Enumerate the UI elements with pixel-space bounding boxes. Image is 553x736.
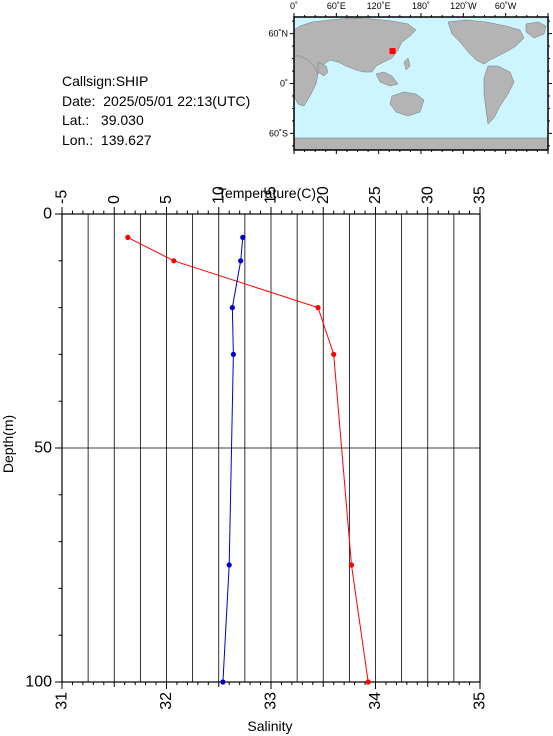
date-text: Date: 2025/05/01 22:13(UTC) <box>62 92 251 109</box>
map-longitude-labels: 0˚ 60˚E 120˚E 180˚ 120˚W 60˚W <box>290 1 517 11</box>
map-lon-label: 120˚W <box>450 1 477 11</box>
station-info: Callsign:SHIP Date: 2025/05/01 22:13(UTC… <box>62 72 250 150</box>
map-lat-label: 60˚N <box>268 29 288 39</box>
map-lat-label: 60˚S <box>269 128 288 138</box>
station-marker-square <box>389 48 396 55</box>
longitude-text: Lon.: 139.627 <box>62 131 152 148</box>
map-latitude-labels: 60˚N 0˚ 60˚S <box>268 29 288 139</box>
map-lon-label: 60˚E <box>327 1 346 11</box>
station-marker <box>389 48 396 55</box>
map-frame-ticks <box>290 13 552 154</box>
map-lat-label: 0˚ <box>280 79 288 89</box>
map-lon-label: 60˚W <box>495 1 517 11</box>
map-land <box>293 17 549 151</box>
map-lon-label: 0˚ <box>290 1 298 11</box>
map-lon-label: 120˚E <box>367 1 391 11</box>
map-lon-label: 180˚ <box>412 1 430 11</box>
callsign-text: Callsign:SHIP <box>62 73 149 89</box>
latitude-text: Lat.: 39.030 <box>62 112 144 128</box>
